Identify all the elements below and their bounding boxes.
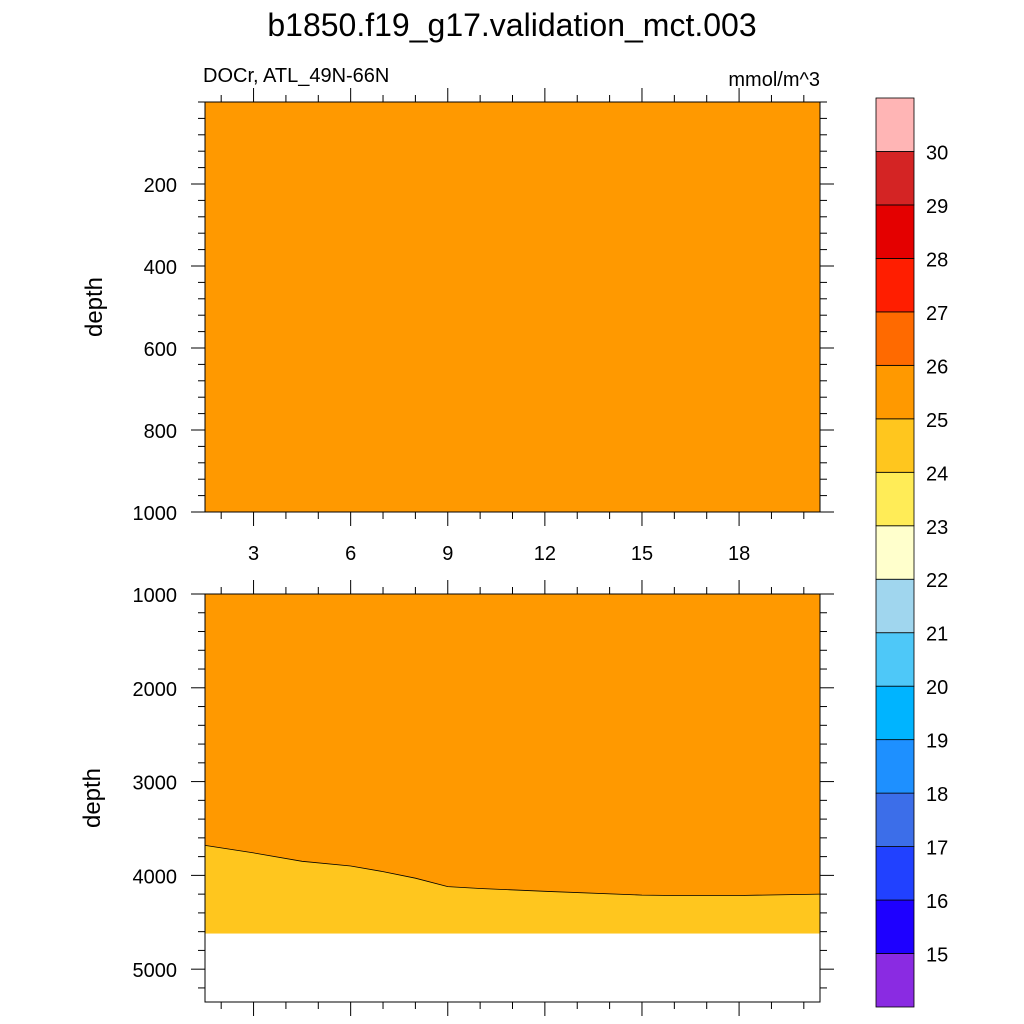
colorbar-swatch xyxy=(875,258,915,313)
colorbar-swatch xyxy=(875,685,915,741)
y-tick-label: 2000 xyxy=(133,679,178,701)
lower-y-axis-label: depth xyxy=(79,768,106,828)
units-label: mmol/m^3 xyxy=(728,69,820,91)
x-tick-label: 9 xyxy=(442,543,453,565)
colorbar-swatch xyxy=(875,953,915,1008)
colorbar-swatch xyxy=(875,578,915,634)
x-tick-label: 3 xyxy=(248,543,259,565)
variable-label: DOCr, ATL_49N-66N xyxy=(203,65,389,87)
colorbar-swatch xyxy=(875,525,915,580)
colorbar-swatch xyxy=(875,151,915,206)
colorbar-label: 18 xyxy=(926,784,948,806)
colorbar-swatch xyxy=(875,204,915,259)
colorbar-label: 24 xyxy=(926,463,948,485)
y-tick-label: 200 xyxy=(144,175,177,197)
colorbar: 15 16 17 18 19 20 21 22 23 24 25 26 27 28 29 30 xyxy=(875,97,948,1008)
colorbar-swatch xyxy=(875,418,915,473)
colorbar-label: 29 xyxy=(926,196,948,218)
colorbar-label: 27 xyxy=(926,303,948,325)
colorbar-swatch xyxy=(875,311,915,366)
colorbar-label: 22 xyxy=(926,570,948,592)
y-tick-label: 1000 xyxy=(133,585,178,607)
colorbar-label: 28 xyxy=(926,249,948,271)
colorbar-swatch xyxy=(875,632,915,687)
colorbar-label: 30 xyxy=(926,142,948,164)
colorbar-label: 15 xyxy=(926,945,948,967)
colorbar-label: 26 xyxy=(926,356,948,378)
colorbar-swatch xyxy=(875,739,915,794)
contour-fill-25-26 xyxy=(205,102,820,512)
colorbar-label: 16 xyxy=(926,891,948,913)
colorbar-swatch xyxy=(875,364,915,420)
x-tick-label: 15 xyxy=(631,543,653,565)
x-tick-label: 18 xyxy=(728,543,750,565)
y-tick-label: 5000 xyxy=(133,960,178,982)
upper-y-axis-label: depth xyxy=(81,277,108,337)
colorbar-label: 19 xyxy=(926,731,948,753)
lower-panel: depth 1000 2000 3000 4000 5000 xyxy=(79,580,834,1016)
colorbar-label: 17 xyxy=(926,838,948,860)
colorbar-label: 25 xyxy=(926,410,948,432)
colorbar-swatch xyxy=(875,899,915,954)
colorbar-label: 21 xyxy=(926,624,948,646)
chart-title: b1850.f19_g17.validation_mct.003 xyxy=(267,7,756,43)
contour-line-25 xyxy=(204,845,821,896)
colorbar-swatch xyxy=(875,471,915,527)
colorbar-swatch xyxy=(875,792,915,847)
x-tick-label: 6 xyxy=(345,543,356,565)
x-tick-label: 12 xyxy=(534,543,556,565)
y-tick-label: 4000 xyxy=(133,866,178,888)
colorbar-label: 23 xyxy=(926,517,948,539)
y-tick-label: 400 xyxy=(144,257,177,279)
upper-panel: depth 200 400 600 800 1000 3 6 9 12 15 18 xyxy=(81,88,834,565)
colorbar-label: 20 xyxy=(926,677,948,699)
y-tick-label: 1000 xyxy=(133,503,178,525)
y-tick-label: 800 xyxy=(144,421,177,443)
colorbar-swatch xyxy=(875,97,915,152)
colorbar-swatch xyxy=(875,846,915,901)
y-tick-label: 3000 xyxy=(133,773,178,795)
y-tick-label: 600 xyxy=(144,339,177,361)
